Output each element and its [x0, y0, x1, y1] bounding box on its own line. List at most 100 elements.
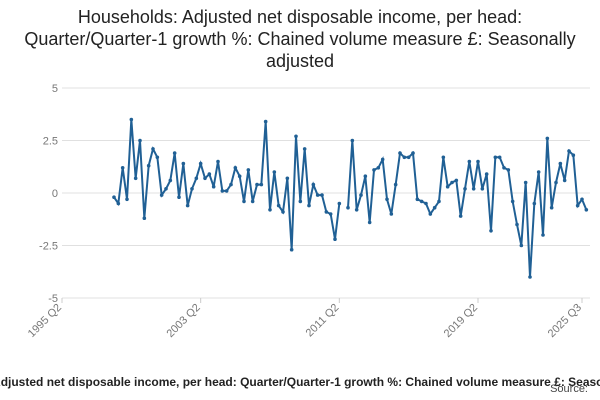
point	[155, 155, 160, 160]
y-tick-label: 2.5	[43, 136, 58, 148]
x-tick-label: 2003 Q2	[164, 302, 202, 340]
point	[298, 199, 303, 204]
x-tick-label: 2019 Q2	[442, 302, 480, 340]
point	[346, 205, 350, 210]
point	[489, 229, 493, 233]
point	[185, 203, 190, 208]
point	[311, 182, 316, 187]
point	[493, 155, 498, 160]
point	[571, 153, 576, 157]
point	[519, 243, 524, 248]
point	[506, 168, 511, 172]
point	[125, 197, 129, 202]
point	[398, 151, 402, 155]
point	[120, 166, 125, 170]
point	[567, 149, 571, 153]
point	[333, 237, 337, 241]
point	[281, 210, 285, 214]
point	[350, 138, 355, 143]
point	[380, 157, 385, 162]
point	[480, 187, 485, 191]
point	[441, 155, 446, 160]
point	[129, 117, 134, 122]
point	[510, 199, 515, 204]
point	[393, 182, 398, 187]
point	[367, 220, 372, 225]
point	[541, 233, 545, 237]
point	[263, 119, 268, 124]
point	[515, 222, 519, 227]
point	[536, 170, 541, 174]
point	[523, 180, 528, 185]
x-axis-label: Households: Adjusted net disposable inco…	[0, 375, 600, 389]
point	[194, 176, 199, 181]
point	[419, 199, 424, 204]
x-tick-label: 1995 Q2	[26, 302, 64, 340]
point	[116, 201, 121, 206]
point	[320, 193, 324, 197]
x-tick-label: 2011 Q2	[304, 302, 342, 340]
y-tick-label: -5	[48, 293, 58, 305]
point	[532, 201, 537, 206]
point	[549, 205, 554, 210]
point	[272, 170, 277, 174]
point	[289, 247, 294, 252]
point	[255, 182, 259, 187]
point	[471, 187, 476, 191]
point	[445, 184, 450, 189]
point	[307, 203, 311, 208]
point	[432, 205, 437, 210]
point	[224, 189, 229, 193]
point	[337, 201, 342, 206]
point	[324, 210, 329, 214]
point	[497, 155, 502, 160]
point	[580, 197, 584, 202]
point	[242, 199, 246, 204]
point	[172, 151, 177, 155]
point	[198, 161, 203, 166]
point	[467, 159, 472, 164]
point	[415, 197, 420, 202]
point	[246, 168, 251, 172]
y-tick-label: -2.5	[39, 241, 58, 253]
point	[276, 203, 281, 208]
point	[424, 201, 428, 206]
point	[454, 178, 459, 183]
point	[545, 136, 550, 141]
point	[411, 151, 415, 155]
point	[259, 182, 264, 187]
source: Source:	[550, 383, 588, 395]
point	[211, 184, 216, 189]
point	[216, 159, 220, 164]
point	[294, 134, 298, 139]
point	[406, 155, 411, 160]
point	[159, 193, 164, 197]
y-tick-label: 0	[52, 188, 58, 200]
point	[285, 176, 290, 181]
point	[437, 199, 441, 204]
point	[181, 161, 186, 166]
point	[233, 166, 238, 170]
point	[502, 166, 506, 170]
point	[268, 208, 272, 212]
point	[302, 147, 307, 151]
point	[372, 168, 376, 172]
point	[146, 163, 151, 168]
point	[476, 159, 480, 164]
line	[113, 119, 588, 278]
point	[250, 199, 255, 204]
point	[190, 187, 194, 191]
x-tick-label: 2025 Q3	[546, 302, 584, 340]
point	[458, 214, 463, 218]
point	[363, 174, 368, 178]
point	[385, 197, 389, 202]
point	[463, 187, 467, 191]
point	[389, 212, 394, 216]
point	[138, 138, 142, 143]
point	[151, 147, 155, 151]
point	[207, 172, 212, 176]
point	[133, 176, 138, 181]
point	[220, 189, 225, 193]
point	[142, 216, 147, 220]
point	[112, 195, 116, 199]
